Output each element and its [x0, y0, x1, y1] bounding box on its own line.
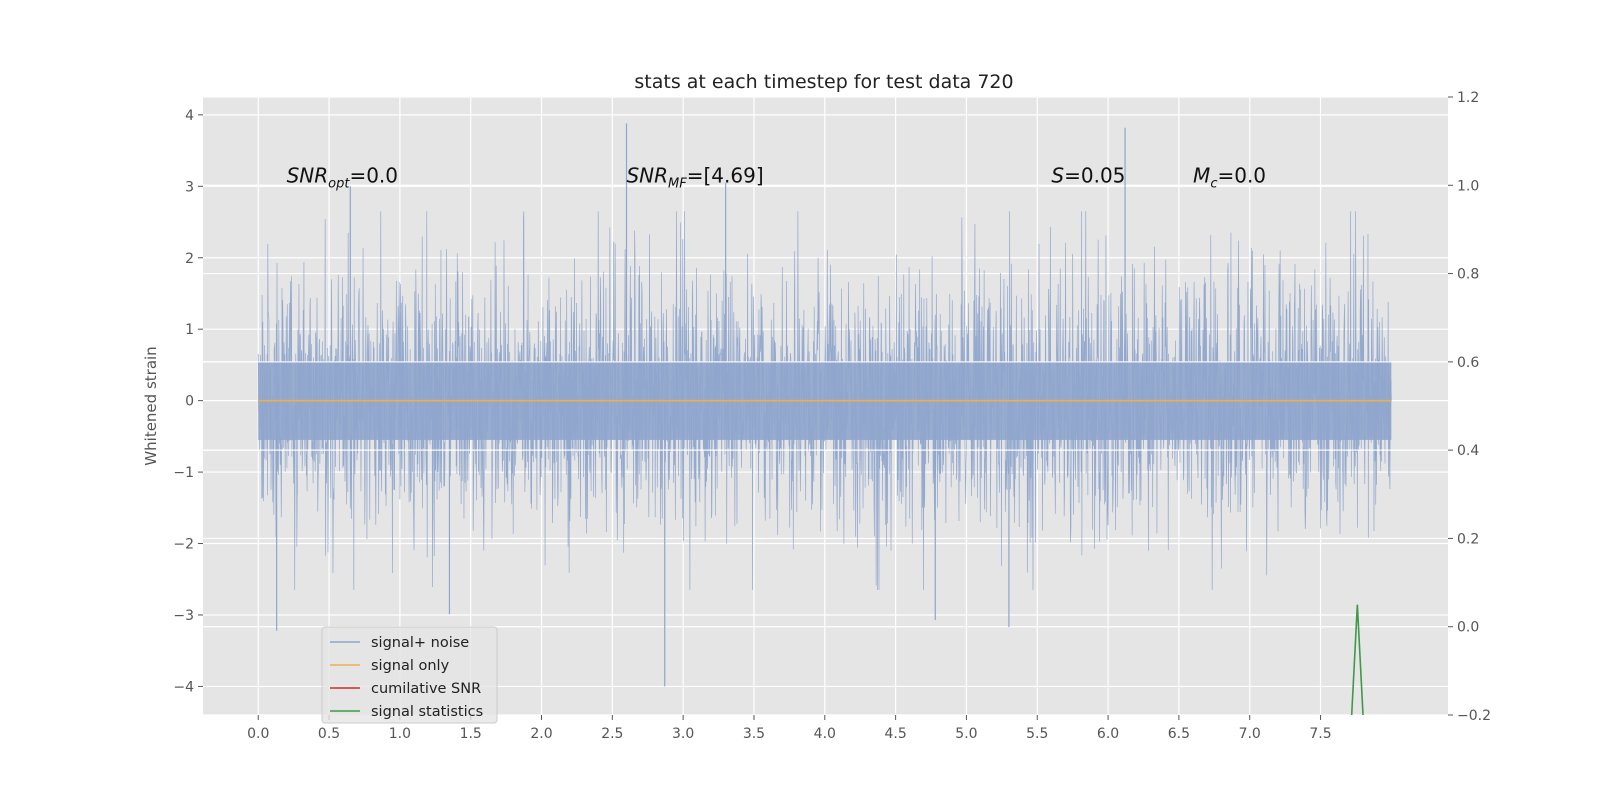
x-tick-label: 4.0	[814, 726, 836, 742]
series-lines	[258, 399, 1392, 716]
y-tick-label: 1	[185, 322, 194, 338]
x-tick-label: 4.5	[884, 726, 906, 742]
legend-label: signal only	[371, 658, 450, 674]
legend-label: signal statistics	[371, 704, 483, 720]
y2-tick-label: 0.6	[1457, 355, 1479, 371]
y2-tick-label: 1.2	[1457, 90, 1479, 106]
x-tick-label: 1.0	[389, 726, 411, 742]
y2-tick-label: 0.2	[1457, 531, 1479, 547]
x-tick-label: 6.5	[1168, 726, 1190, 742]
x-tick-label: 7.5	[1309, 726, 1331, 742]
x-tick-label: 2.5	[601, 726, 623, 742]
annotation: SNRMF=[4.69]	[626, 164, 763, 192]
x-tick-label: 5.0	[955, 726, 977, 742]
y2-tick-label: −0.2	[1457, 708, 1491, 724]
x-axis: 0.0 0.5 1.0 1.5 2.0 2.5 3.0 3.5 4.0 4.5 5.0 5.5 6.0 6…	[247, 715, 1332, 742]
annotation: SNRopt=0.0	[287, 164, 398, 192]
annotations: SNRopt=0.0 SNRMF=[4.69] S=0.05 Mc=0.0	[287, 164, 1266, 192]
y-tick-label: 0	[185, 394, 194, 410]
y-tick-label: −2	[173, 537, 194, 553]
y-axis-right: −0.2 0.0 0.2 0.4 0.6 0.8 1.0 1.2	[1448, 90, 1491, 724]
y-axis-left: −4 −3 −2 −1 0 1 2 3 4	[173, 108, 203, 695]
y-axis-label: Whitened strain	[142, 346, 160, 465]
y-tick-label: −3	[173, 608, 194, 624]
x-tick-label: 5.5	[1026, 726, 1048, 742]
y-tick-label: 2	[185, 251, 194, 267]
y-tick-label: 4	[185, 108, 194, 124]
x-tick-label: 1.5	[460, 726, 482, 742]
legend-label: cumilative SNR	[371, 681, 481, 697]
legend-box	[321, 626, 498, 724]
y-tick-label: −4	[173, 679, 194, 695]
annotation: S=0.05	[1051, 164, 1125, 188]
x-tick-label: 6.0	[1097, 726, 1119, 742]
annotation: Mc=0.0	[1193, 164, 1266, 192]
y-tick-label: −1	[173, 465, 194, 481]
y2-tick-label: 0.8	[1457, 267, 1479, 283]
y2-tick-label: 0.4	[1457, 443, 1479, 459]
y2-tick-label: 1.0	[1457, 178, 1479, 194]
x-tick-label: 7.0	[1239, 726, 1261, 742]
x-tick-label: 3.0	[672, 726, 694, 742]
chart-title: stats at each timestep for test data 720	[634, 71, 1013, 93]
x-tick-label: 0.5	[318, 726, 340, 742]
line-signal-statistics	[1350, 604, 1364, 716]
legend-label: signal+ noise	[371, 635, 469, 651]
y-tick-label: 3	[185, 179, 194, 195]
y2-tick-label: 0.0	[1457, 620, 1479, 636]
x-tick-label: 0.0	[247, 726, 269, 742]
x-tick-label: 2.0	[530, 726, 552, 742]
x-tick-label: 3.5	[743, 726, 765, 742]
legend: signal+ noise signal only cumilative SNR si…	[321, 626, 498, 724]
